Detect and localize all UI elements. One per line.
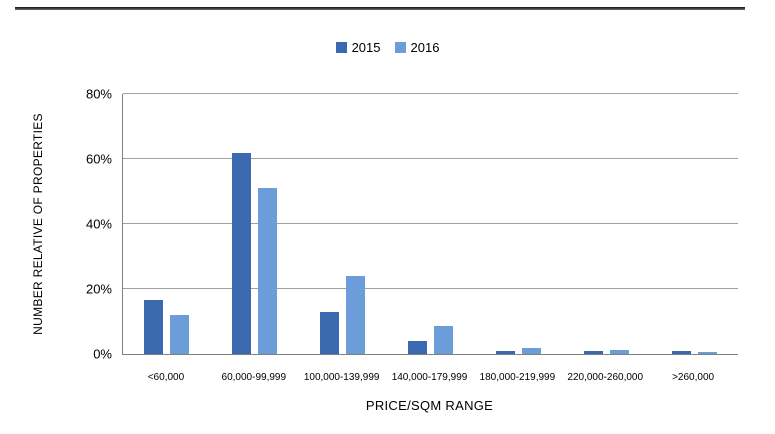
bar-2016 xyxy=(346,276,366,354)
y-tick-label: 0% xyxy=(93,346,112,362)
y-tick-label: 80% xyxy=(85,86,112,102)
bar-2016 xyxy=(609,349,629,354)
legend-item-2016: 2016 xyxy=(394,40,440,55)
top-divider-rule xyxy=(15,7,745,10)
x-tick-label: 140,000-179,999 xyxy=(391,372,468,383)
gridline-80 xyxy=(123,93,738,94)
bar-2016 xyxy=(434,326,453,354)
bar-2015 xyxy=(495,350,515,354)
x-axis-title: PRICE/SQM RANGE xyxy=(365,398,494,413)
legend-swatch-2016-icon xyxy=(394,42,406,53)
bar-group-5 xyxy=(474,94,562,354)
bar-group-4 xyxy=(387,94,475,354)
gridline-40 xyxy=(123,223,738,224)
bar-groups xyxy=(123,94,738,354)
bar-2015 xyxy=(144,300,164,354)
bar-2015 xyxy=(583,350,603,354)
bar-group-3 xyxy=(299,94,387,354)
bar-group-6 xyxy=(562,94,650,354)
bar-group-2 xyxy=(211,94,299,354)
bar-2016 xyxy=(170,315,190,354)
chart-legend: 2015 2016 xyxy=(0,40,775,55)
x-tick-label: <60,000 xyxy=(147,372,185,383)
y-tick-label: 60% xyxy=(85,151,112,167)
bar-2016 xyxy=(697,352,717,354)
bar-group-7 xyxy=(650,94,738,354)
x-tick-label: 220,000-260,000 xyxy=(567,372,644,383)
bar-2015 xyxy=(232,152,252,354)
legend-label-2016: 2016 xyxy=(410,40,440,55)
y-tick-label: 40% xyxy=(85,216,112,232)
gridline-20 xyxy=(123,288,738,289)
x-tick-label: 100,000-139,999 xyxy=(303,372,380,383)
bar-2015 xyxy=(408,341,427,354)
plot-area xyxy=(122,93,738,355)
gridline-60 xyxy=(123,158,738,159)
bar-2015 xyxy=(320,311,340,354)
legend-swatch-2015-icon xyxy=(335,42,347,53)
x-tick-label: >260,000 xyxy=(672,372,715,383)
x-axis-tick-labels: <60,000 60,000-99,999 100,000-139,999 140,0… xyxy=(122,372,737,383)
y-axis-tick-labels: 0% 20% 40% 60% 80% xyxy=(0,88,112,361)
x-tick-label: 60,000-99,999 xyxy=(221,372,287,383)
legend-item-2015: 2015 xyxy=(335,40,381,55)
bar-2016 xyxy=(521,348,541,354)
x-tick-label: 180,000-219,999 xyxy=(479,372,556,383)
bar-2015 xyxy=(671,350,691,354)
bar-2016 xyxy=(258,188,278,354)
bar-group-1 xyxy=(123,94,211,354)
legend-label-2015: 2015 xyxy=(351,40,381,55)
y-tick-label: 20% xyxy=(85,281,112,297)
